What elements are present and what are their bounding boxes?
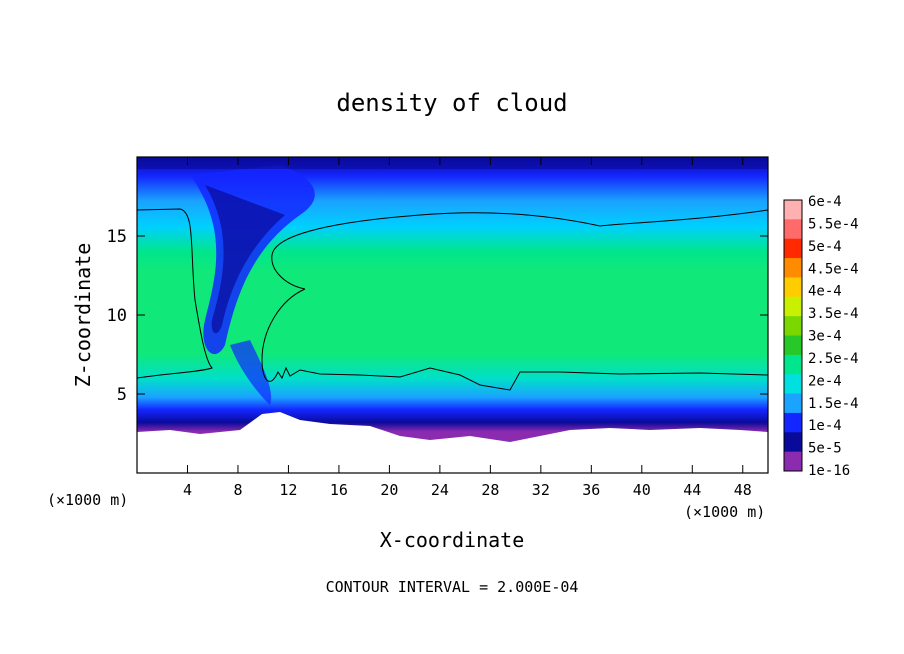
- colorbar-label: 1e-4: [808, 418, 842, 434]
- x-tick-label: 12: [279, 481, 297, 499]
- colorbar-swatch: [784, 238, 802, 259]
- colorbar-label: 4e-4: [808, 284, 842, 300]
- colorbar-label: 5.5e-4: [808, 216, 859, 232]
- x-tick-label: 16: [330, 481, 348, 499]
- colorbar-label: 2e-4: [808, 373, 842, 389]
- colorbar-swatch: [784, 335, 802, 356]
- x-tick-label: 28: [481, 481, 499, 499]
- y-axis: 5 10 15: [107, 227, 768, 405]
- y-tick-label: 15: [107, 227, 127, 247]
- contour-line-bottom: [261, 288, 768, 391]
- x-tick-label: 20: [380, 481, 398, 499]
- y-tick-label: 10: [107, 306, 127, 326]
- colorbar-swatch: [784, 393, 802, 414]
- x-tick-label: 4: [183, 481, 192, 499]
- x-tick-label: 32: [532, 481, 550, 499]
- y-axis-label: Z-coordinate: [71, 243, 95, 388]
- plume-lower: [230, 340, 272, 405]
- colorbar-label: 5e-4: [808, 239, 842, 255]
- colorbar-swatch: [784, 374, 802, 395]
- x-axis-label: X-coordinate: [380, 528, 525, 552]
- contour-line-top: [271, 209, 768, 290]
- x-tick-label: 48: [734, 481, 752, 499]
- x-tick-label: 24: [431, 481, 449, 499]
- colorbar-label: 3e-4: [808, 329, 842, 345]
- x-tick-label: 44: [683, 481, 701, 499]
- colorbar-label: 3.5e-4: [808, 306, 859, 322]
- colorbar-swatch: [784, 432, 802, 453]
- contour-interval-note: CONTOUR INTERVAL = 2.000E-04: [326, 578, 579, 596]
- y-tick-label: 5: [117, 385, 127, 405]
- empty-region: [137, 412, 768, 473]
- colorbar-swatch: [784, 258, 802, 278]
- x-tick-label: 8: [233, 481, 242, 499]
- colorbar-swatch: [784, 412, 802, 433]
- x-unit-label: (×1000 m): [684, 503, 765, 521]
- x-tick-label: 40: [633, 481, 651, 499]
- y-unit-label: (×1000 m): [47, 491, 128, 509]
- colorbar-label: 1e-16: [808, 463, 850, 479]
- contour-line-left: [137, 208, 213, 379]
- colorbar-label: 5e-5: [808, 441, 842, 457]
- colorbar-label: 1.5e-4: [808, 396, 859, 412]
- colorbar-label: 4.5e-4: [808, 261, 859, 277]
- chart-title: density of cloud: [336, 89, 567, 117]
- x-axis: 4 8 12 16 20 24 28 32 36 40 44 48: [183, 157, 752, 499]
- colorbar-swatch: [784, 277, 802, 298]
- colorbar-swatch: [784, 296, 802, 317]
- colorbar-swatch: [784, 354, 802, 375]
- colorbar-label: 6e-4: [808, 194, 842, 210]
- colorbar-swatch: [784, 200, 802, 220]
- colorbar-label: 2.5e-4: [808, 351, 859, 367]
- heatmap-field: [137, 157, 768, 473]
- x-tick-label: 36: [582, 481, 600, 499]
- colorbar-frame: [783, 199, 803, 472]
- plume-core: [205, 185, 285, 334]
- colorbar-swatch: [784, 316, 802, 336]
- colorbar-swatch: [784, 219, 802, 240]
- colorbar-swatch: [784, 451, 802, 472]
- colorbar: 6e-4 5.5e-4 5e-4 4.5e-4 4e-4 3.5e-4 3e-4 2.5e-4…: [783, 194, 859, 479]
- top-band: [137, 157, 768, 169]
